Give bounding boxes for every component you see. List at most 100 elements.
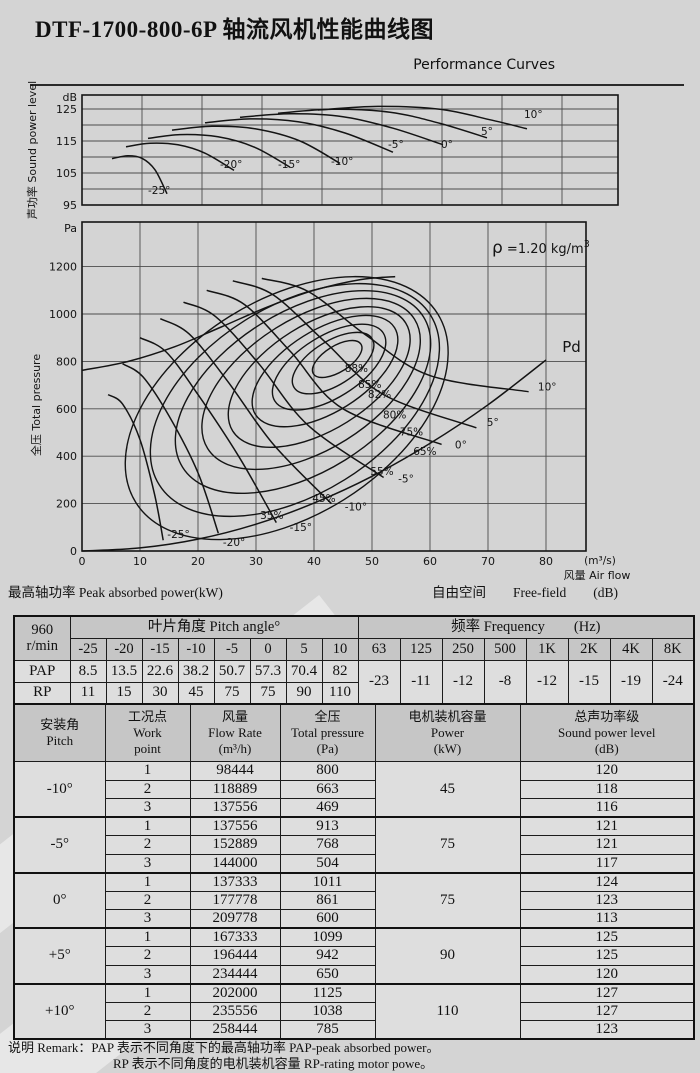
power-cell: 90 bbox=[374, 927, 521, 984]
efficiency-label: 75% bbox=[400, 426, 423, 438]
pap-value: 38.2 bbox=[177, 659, 215, 683]
x-tick-label: 10 bbox=[133, 555, 147, 568]
work-point-cell: 2 bbox=[104, 890, 191, 910]
work-point-cell: 3 bbox=[104, 909, 191, 929]
sound-curve-label: -5° bbox=[388, 139, 404, 151]
frequency-header: 频率 Frequency (Hz) bbox=[357, 615, 695, 639]
sound-curve--15° bbox=[147, 133, 291, 168]
pitch-angle-label: 10° bbox=[538, 381, 557, 393]
power-cell: 75 bbox=[374, 816, 521, 873]
sound-curve--25° bbox=[111, 154, 168, 195]
plot-border bbox=[81, 94, 619, 206]
total-pressure-cell: 504 bbox=[279, 853, 376, 873]
work-point-cell: 3 bbox=[104, 1020, 191, 1040]
frequency-value: 8K bbox=[651, 637, 695, 661]
total-pressure-cell: 913 bbox=[279, 816, 376, 836]
work-point-cell: 3 bbox=[104, 798, 191, 818]
y-tick-label: 115 bbox=[56, 135, 77, 148]
flow-rate-cell: 137556 bbox=[189, 816, 281, 836]
sound-power-cell: 121 bbox=[519, 816, 695, 836]
rp-value: 110 bbox=[321, 681, 359, 705]
x-tick-label: 70 bbox=[481, 555, 495, 568]
efficiency-contour-45% bbox=[149, 282, 441, 518]
power-cell: 75 bbox=[374, 871, 521, 929]
total-pressure-cell: 785 bbox=[279, 1020, 376, 1040]
total-pressure-cell: 663 bbox=[279, 779, 376, 799]
pap-value: 13.5 bbox=[105, 659, 143, 683]
total-pressure-cell: 942 bbox=[279, 946, 376, 966]
frequency-value: 500 bbox=[483, 637, 527, 661]
pap-value: 57.3 bbox=[249, 659, 287, 683]
y-tick-label: 400 bbox=[56, 450, 77, 463]
efficiency-label: 55% bbox=[370, 466, 393, 478]
flow-rate-cell: 209778 bbox=[189, 909, 281, 929]
sound-curve-label: 5° bbox=[481, 126, 493, 138]
pitch-angle-label: -5° bbox=[398, 474, 414, 486]
flow-rate-cell: 167333 bbox=[189, 927, 281, 947]
total-pressure-cell: 1125 bbox=[279, 982, 376, 1003]
table-row: 2 118889 663 118 bbox=[14, 779, 695, 799]
pitch-angle-value: 10 bbox=[321, 637, 359, 661]
pitch-cell: 0° bbox=[13, 871, 106, 929]
sound-curve-10° bbox=[317, 105, 528, 130]
efficiency-label: 82% bbox=[368, 389, 391, 401]
sound-power-cell: 120 bbox=[519, 761, 695, 781]
pitch-angle-label: 0° bbox=[455, 440, 467, 452]
speed-cell: 960 r/min bbox=[13, 615, 71, 661]
sound-curve-label: -25° bbox=[148, 185, 170, 197]
work-point-cell: 1 bbox=[104, 927, 191, 947]
efficiency-contour-55% bbox=[174, 289, 432, 495]
flow-rate-cell: 234444 bbox=[189, 964, 281, 984]
flow-rate-cell: 144000 bbox=[189, 853, 281, 873]
sound-curve-label: -15° bbox=[278, 159, 300, 171]
frequency-value: 2K bbox=[567, 637, 611, 661]
rp-value: 90 bbox=[285, 681, 323, 705]
total-pressure-cell: 1011 bbox=[279, 871, 376, 892]
density-annotation: ρ =1.20 kg/m3 bbox=[492, 238, 590, 258]
sound-power-cell: 125 bbox=[519, 927, 695, 947]
fan-curve-10° bbox=[261, 277, 529, 393]
y-tick-label: 95 bbox=[63, 199, 77, 212]
column-header: 电机装机容量 Power (kW) bbox=[374, 703, 521, 762]
x-tick-label: 50 bbox=[365, 555, 379, 568]
pressure-flow-chart: Pa 1200 1000 800 600 400 200 00 10 20 30 40 50 60 70 80… bbox=[29, 221, 631, 582]
sound-power-cell: 127 bbox=[519, 1001, 695, 1021]
y-axis-title: 声功率 Sound power level bbox=[25, 81, 39, 219]
pitch-angle-value: -10 bbox=[177, 637, 215, 661]
table-row: -10° 1 98444 800 45 120 bbox=[13, 761, 695, 818]
rp-value: 30 bbox=[141, 681, 179, 705]
freq-correction-value: -11 bbox=[399, 659, 443, 705]
freq-correction-value: -23 bbox=[357, 659, 401, 705]
page-title: DTF-1700-800-6P 轴流风机性能曲线图 bbox=[35, 17, 435, 42]
efficiency-contour-82% bbox=[271, 323, 387, 411]
sound-power-cell: 117 bbox=[519, 853, 695, 873]
pitch-angle-label: 5° bbox=[487, 417, 499, 429]
table-row: 960 r/min 叶片角度 Pitch angle° 频率 Frequency (H… bbox=[13, 615, 695, 661]
power-cell: 45 bbox=[374, 761, 521, 818]
table-row: 2 196444 942 125 bbox=[14, 946, 695, 966]
total-pressure-cell: 800 bbox=[279, 761, 376, 781]
x-tick-label: 0 bbox=[79, 555, 86, 568]
pitch-cell: -10° bbox=[13, 761, 106, 818]
column-header: 总声功率级 Sound power level (dB) bbox=[519, 703, 695, 762]
performance-table: 安装角 Pitch 工况点 Work point 风量 Flow Rate (m³/h) 全压 T… bbox=[13, 703, 695, 1040]
sound-curve--20° bbox=[125, 142, 235, 172]
efficiency-label: 88% bbox=[345, 363, 368, 375]
pitch-angle-label: -25° bbox=[167, 529, 189, 541]
performance-curves-label: Performance Curves bbox=[413, 57, 555, 73]
work-point-cell: 3 bbox=[104, 853, 191, 873]
efficiency-label: 65% bbox=[413, 446, 436, 458]
column-header: 全压 Total pressure (Pa) bbox=[279, 703, 376, 762]
pitch-angle-header: 叶片角度 Pitch angle° bbox=[69, 615, 359, 639]
total-pressure-cell: 600 bbox=[279, 909, 376, 929]
table-row: RP 11 15 30 45 75 75 90 110 bbox=[13, 681, 694, 705]
y-tick-label: 105 bbox=[56, 167, 77, 180]
frequency-value: 1K bbox=[525, 637, 569, 661]
pitch-angle-value: -20 bbox=[105, 637, 143, 661]
free-field-label: 自由空间 Free-field (dB) bbox=[432, 585, 618, 600]
x-axis-title: 风量 Air flow bbox=[564, 569, 631, 582]
flow-rate-cell: 118889 bbox=[189, 779, 281, 799]
flow-rate-cell: 202000 bbox=[189, 982, 281, 1003]
flow-rate-cell: 137556 bbox=[189, 798, 281, 818]
sound-curve-5° bbox=[277, 108, 488, 139]
